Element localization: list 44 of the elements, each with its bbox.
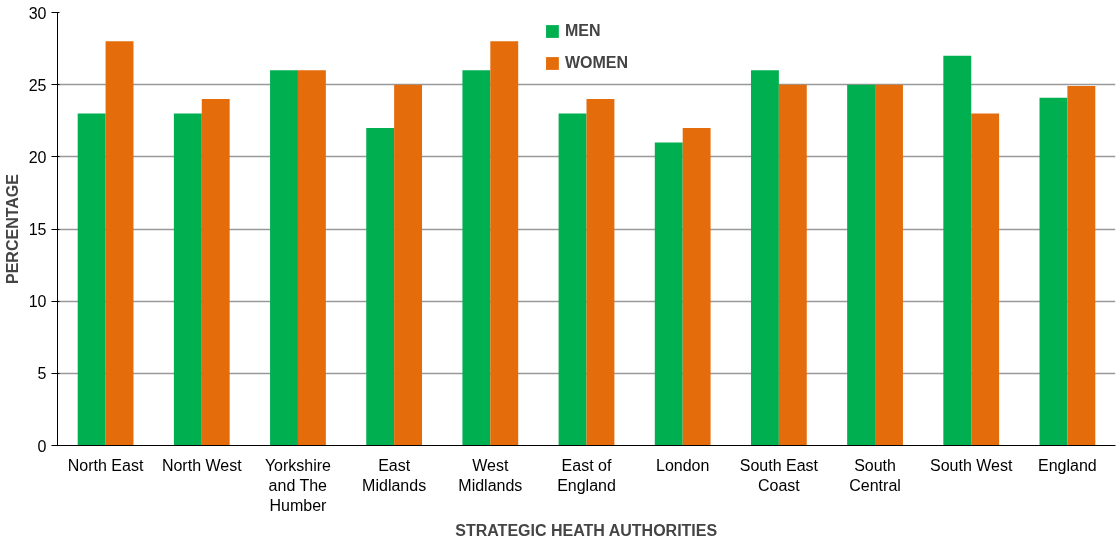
x-tick-label: South East Coast [739, 456, 819, 494]
y-tick-label: 5 [37, 365, 47, 383]
x-axis-title: STRATEGIC HEATH AUTHORITIES [455, 522, 718, 540]
y-tick-label: 30 [28, 4, 47, 22]
y-tick-label: 0 [37, 437, 47, 455]
bar [654, 142, 683, 446]
bar [394, 84, 423, 446]
x-tick-label: North East [67, 456, 144, 474]
bar [750, 70, 779, 446]
x-tick-label: West Midlands [458, 456, 523, 494]
x-tick-label: London [655, 456, 710, 474]
bar [270, 70, 298, 446]
x-tick-label: South Central [849, 456, 901, 494]
bar [77, 113, 106, 446]
y-tick-label: 15 [28, 221, 47, 238]
bar [943, 55, 972, 446]
bar [875, 84, 903, 446]
bar [297, 70, 326, 446]
bar [586, 99, 615, 446]
bar [682, 127, 711, 446]
bar [490, 41, 519, 446]
legend-label: MEN [564, 22, 601, 40]
bar [1067, 86, 1096, 446]
x-tick-label: East Midlands [362, 456, 427, 494]
y-tick-label: 25 [28, 76, 47, 94]
x-tick-label: Yorkshire and The Humber [264, 456, 332, 515]
bar [1039, 97, 1068, 446]
bar [173, 113, 202, 446]
x-tick-label: East of England [557, 456, 616, 494]
y-axis-title: PERCENTAGE [3, 173, 21, 284]
bar [366, 127, 395, 446]
bar [558, 113, 587, 446]
y-tick-label: 20 [28, 148, 47, 166]
legend-label: WOMEN [564, 54, 629, 72]
bar [847, 84, 876, 446]
bar [105, 41, 134, 446]
x-tick-label: South West [930, 456, 1013, 474]
bar [971, 113, 1000, 446]
y-tick-label: 10 [28, 293, 47, 311]
bar [778, 84, 807, 446]
x-tick-label: North West [161, 456, 243, 474]
bar [201, 99, 230, 446]
bar [462, 70, 491, 446]
x-tick-label: England [1038, 456, 1097, 474]
